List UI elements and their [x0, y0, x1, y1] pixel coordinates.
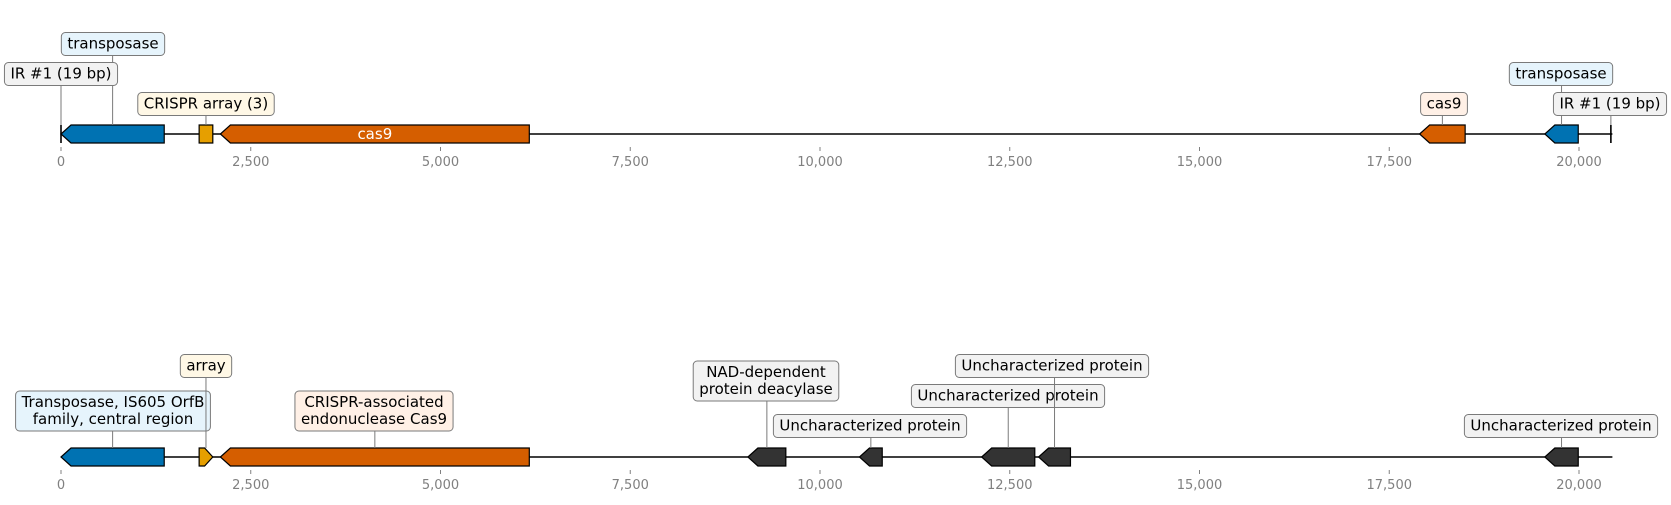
axis-tick-label: 5,000 — [422, 478, 459, 493]
uncharacterized-3-label: Uncharacterized protein — [954, 354, 1150, 378]
cas9-right-label-text: cas9 — [1427, 95, 1462, 113]
uncharacterized-1-label-text: Uncharacterized protein — [779, 417, 960, 435]
axis-tick-label: 12,500 — [987, 478, 1033, 493]
uncharacterized-4-arrow — [1543, 447, 1579, 467]
uncharacterized-3-label-text: Uncharacterized protein — [961, 357, 1142, 375]
cas9-endonuclease-label-text: CRISPR-associated — [304, 393, 443, 411]
track-top: 0 2,500 5,000 7,500 10,000 12,500 15,000 17,500… — [3, 32, 1668, 170]
transposase-right-arrow — [1543, 124, 1579, 144]
ir-right-label-box — [1552, 92, 1668, 116]
axis-tick-label: 2,500 — [232, 155, 269, 170]
nad-deacylase-label-text: NAD-dependent — [706, 363, 826, 381]
transposase-left-arrow — [60, 124, 165, 144]
uncharacterized-3-label-box — [954, 354, 1150, 378]
cas9-main-top-inner-label: cas9 — [357, 125, 392, 143]
cas9-right-arrow — [1418, 124, 1466, 144]
transposase-left-label: transposase — [60, 32, 166, 56]
array-bottom-label-text: array — [186, 357, 225, 375]
transposase-is605-label-text: family, central region — [33, 410, 193, 428]
uncharacterized-4-label: Uncharacterized protein — [1463, 414, 1659, 438]
ir-right-label-text: IR #1 (19 bp) — [1559, 95, 1660, 113]
crispr-array-top-arrow — [198, 124, 214, 144]
uncharacterized-1-label: Uncharacterized protein — [772, 414, 968, 438]
uncharacterized-3-arrow — [1037, 447, 1072, 467]
array-bottom-arrow — [198, 447, 214, 467]
transposase-right-label: transposase — [1508, 62, 1614, 86]
nad-deacylase-label-text: protein deacylase — [699, 380, 833, 398]
axis-tick-label: 20,000 — [1556, 478, 1602, 493]
axis-tick-label: 7,500 — [612, 155, 649, 170]
ir-right-label: IR #1 (19 bp) — [1552, 92, 1668, 116]
axis-tick-label: 2,500 — [232, 478, 269, 493]
ir-left-label-text: IR #1 (19 bp) — [10, 65, 111, 83]
axis-tick-label: 7,500 — [612, 478, 649, 493]
axis-tick-label: 10,000 — [797, 155, 843, 170]
transposase-right-label-box — [1508, 62, 1614, 86]
axis-tick-label: 0 — [57, 155, 65, 170]
uncharacterized-2-arrow — [980, 447, 1036, 467]
axis-tick-label: 17,500 — [1367, 155, 1413, 170]
axis-tick-label: 10,000 — [797, 478, 843, 493]
cas9-endonuclease-label-text: endonuclease Cas9 — [301, 410, 447, 428]
axis-tick-label: 5,000 — [422, 155, 459, 170]
nad-deacylase-label-box — [692, 360, 840, 402]
axis-tick-label: 20,000 — [1556, 155, 1602, 170]
uncharacterized-4-label-text: Uncharacterized protein — [1470, 417, 1651, 435]
cas9-right-label-box — [1420, 92, 1468, 116]
transposase-left-label-text: transposase — [67, 35, 158, 53]
ir-left-label: IR #1 (19 bp) — [3, 62, 119, 86]
cas9-main-top-arrow — [219, 124, 530, 144]
uncharacterized-2-label-text: Uncharacterized protein — [917, 387, 1098, 405]
transposase-is605-arrow — [60, 447, 165, 467]
axis-tick-label: 17,500 — [1367, 478, 1413, 493]
array-bottom-label: array — [179, 354, 233, 378]
nad-deacylase-arrow — [746, 447, 787, 467]
axis-tick-label: 0 — [57, 478, 65, 493]
uncharacterized-1-label-box — [772, 414, 968, 438]
uncharacterized-2-label: Uncharacterized protein — [910, 384, 1106, 408]
cas9-endonuclease-label-box — [294, 390, 454, 432]
transposase-right-label-text: transposase — [1515, 65, 1606, 83]
uncharacterized-1-arrow — [858, 447, 883, 467]
axis-tick-label: 15,000 — [1177, 155, 1223, 170]
cas9-right-label: cas9 — [1420, 92, 1468, 116]
crispr-array-top-label-text: CRISPR array (3) — [144, 95, 268, 113]
transposase-is605-label-text: Transposase, IS605 OrfB — [21, 393, 205, 411]
axis-tick-label: 15,000 — [1177, 478, 1223, 493]
cas9-endonuclease-arrow — [219, 447, 530, 467]
crispr-array-top-label: CRISPR array (3) — [137, 92, 275, 116]
axis-tick-label: 12,500 — [987, 155, 1033, 170]
track-bottom: 0 2,500 5,000 7,500 10,000 12,500 15,000 17,500… — [15, 354, 1659, 493]
uncharacterized-4-label-box — [1463, 414, 1659, 438]
